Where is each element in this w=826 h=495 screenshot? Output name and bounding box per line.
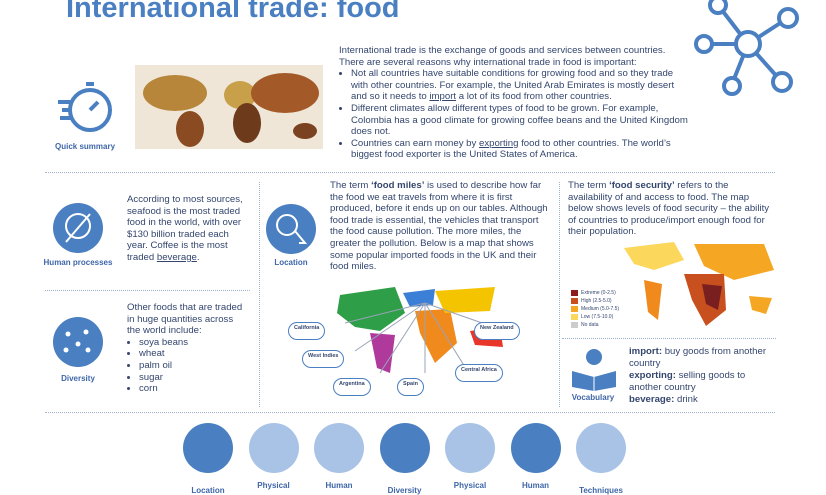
diversity-text: Other foods that are traded in huge quan… (127, 302, 249, 395)
term: beverage (156, 251, 197, 263)
map-label: New Zealand (474, 322, 520, 340)
reason: Not all countries have suitable conditio… (351, 68, 691, 103)
legend-item: Medium (5.0-7.5) (571, 305, 619, 313)
nav-label: Human (521, 481, 550, 490)
food-item: palm oil (139, 360, 249, 372)
term: ‘food miles’ (371, 180, 425, 191)
food-security-text: The term ‘food security’ refers to the a… (568, 180, 772, 238)
vocab-term: exporting: (629, 370, 676, 382)
text: Not all countries have suitable conditio… (351, 68, 675, 103)
map-label: Central Africa (455, 364, 503, 382)
food-item: wheat (139, 348, 249, 360)
term: exporting (478, 137, 519, 149)
legend-item: Extreme (0-2.5) (571, 289, 619, 297)
diversity-icon (53, 317, 103, 367)
nav-label: Physical (453, 481, 487, 490)
location-icon (266, 204, 316, 254)
title: International trade: food (66, 0, 400, 24)
human-processes-label: Human processes (43, 258, 113, 267)
reason: Different climates allow different types… (351, 103, 691, 138)
quick-summary-label: Quick summary (54, 142, 116, 151)
network-icon (694, 0, 799, 96)
intro: International trade is the exchange of g… (339, 45, 691, 161)
text: a lot of its food from other countries. (456, 91, 612, 103)
nav-icon[interactable] (510, 423, 561, 473)
nav-icon[interactable] (183, 423, 233, 473)
nav-icon[interactable] (576, 423, 626, 473)
text: The term (568, 180, 610, 191)
text: Other foods that are traded in huge quan… (127, 302, 243, 337)
nav-label: Physical (257, 481, 290, 490)
legend-item: High (2.5-5.0) (571, 297, 619, 305)
map-label: California (288, 322, 326, 340)
food-miles-map (337, 287, 506, 374)
legend-label: No data (581, 322, 599, 328)
nav-icon[interactable] (445, 423, 495, 473)
text: Countries can earn money by (351, 137, 479, 149)
seafood-text: According to most sources, seafood is th… (127, 194, 249, 264)
legend-swatch (571, 306, 578, 312)
intro-text: International trade is the exchange of g… (339, 45, 666, 68)
reasons-list: Not all countries have suitable conditio… (339, 68, 691, 161)
nav-label: Diversity (387, 486, 422, 495)
text: is used to describe how far the food we … (330, 180, 548, 273)
nav-label: Human (325, 481, 353, 490)
text: . (196, 251, 200, 263)
diversity-label: Diversity (61, 374, 95, 383)
text: According to most sources, seafood is th… (127, 194, 243, 263)
vocab-item: exporting: selling goods to another coun… (629, 370, 777, 393)
legend-label: High (2.5-5.0) (581, 298, 612, 304)
vocabulary-icon (572, 349, 616, 391)
vocab-term: import: (629, 346, 663, 357)
nav-label: Techniques (579, 486, 623, 495)
legend-swatch (571, 290, 578, 296)
text: food to other countries. The world’s big… (351, 137, 671, 161)
food-item: corn (139, 383, 249, 395)
vocab-def: buy goods from another country (629, 346, 767, 369)
reason: Countries can earn money by exporting fo… (351, 138, 691, 161)
map-label: Spain (397, 378, 424, 396)
term: ‘food security’ (609, 180, 675, 191)
vocab-term: beverage: (629, 394, 675, 406)
human-icon (53, 203, 103, 253)
food-miles-text: The term ‘food miles’ is used to describ… (330, 180, 550, 273)
vocab-item: beverage: drink (629, 394, 777, 406)
food-security-map (624, 242, 774, 326)
text: Different climates allow different types… (351, 102, 688, 138)
nav-icon[interactable] (379, 423, 430, 473)
term: import (429, 91, 457, 103)
legend-item: Low (7.5-10.0) (571, 313, 619, 321)
legend-label: Extreme (0-2.5) (581, 290, 616, 296)
legend-swatch (571, 322, 578, 328)
foods-list: soya beanswheatpalm oilsugarcorn (127, 337, 249, 395)
food-map-image (135, 65, 323, 149)
legend-label: Low (7.5-10.0) (581, 314, 614, 320)
food-item: soya beans (139, 337, 249, 349)
vocab-def: selling goods to another country (629, 370, 746, 393)
stopwatch-icon (58, 82, 112, 132)
nav-icon[interactable] (248, 423, 299, 473)
text: refers to the availability of and access… (568, 180, 770, 238)
vocabulary-label: Vocabulary (571, 393, 615, 402)
legend-item: No data (571, 321, 619, 329)
location-label: Location (274, 258, 308, 267)
food-item: sugar (139, 372, 249, 384)
nav-icon[interactable] (314, 423, 364, 473)
legend-swatch (571, 298, 578, 304)
vocab-def: drink (674, 394, 698, 406)
legend-label: Medium (5.0-7.5) (581, 306, 620, 312)
vocabulary-list: import: buy goods from another country ex… (629, 346, 777, 407)
nav-label: Location (191, 486, 225, 495)
legend-swatch (571, 314, 578, 320)
text: The term (330, 180, 372, 191)
map-label: Argentina (333, 378, 371, 396)
vocab-item: import: buy goods from another country (629, 346, 777, 369)
map-label: West Indies (302, 350, 345, 368)
